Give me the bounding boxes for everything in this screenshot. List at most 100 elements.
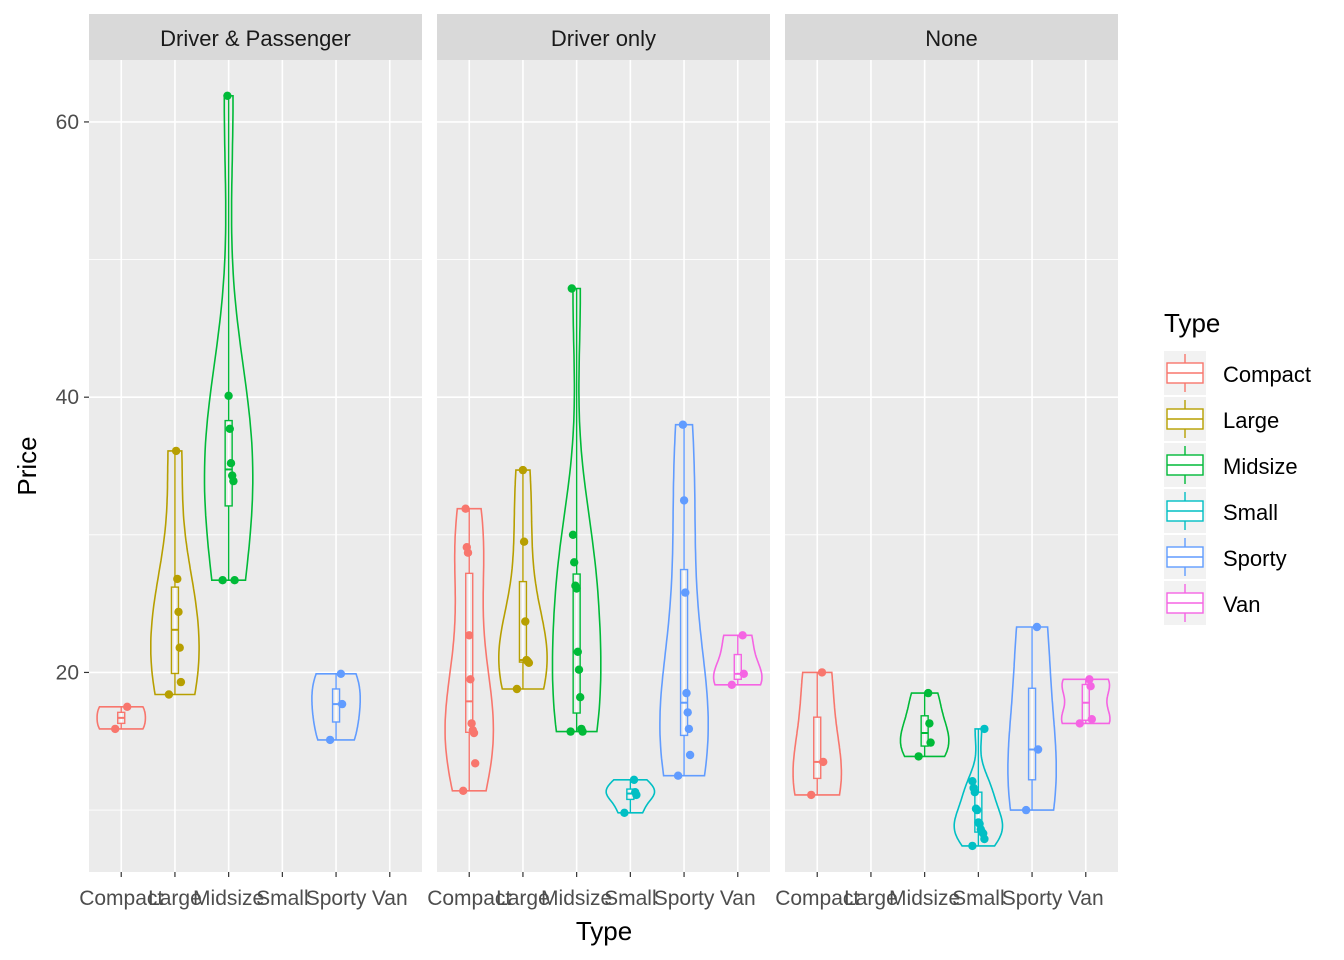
violin-group-compact [792,668,843,800]
data-point [123,702,132,711]
legend-entry-large: Large [1164,397,1279,441]
data-point [819,757,828,767]
data-point [925,719,934,728]
data-point [1021,805,1031,815]
box-iqr [733,653,742,681]
x-tick-label: Compact [427,887,511,910]
data-point [521,617,530,626]
panel-background [437,60,770,872]
violin-group-sporty [1007,622,1057,815]
data-point [175,643,184,652]
data-point [218,576,227,585]
violin-compact [96,705,147,730]
violin-group-van [712,631,763,689]
data-point [336,669,346,678]
facet-strip [89,14,422,60]
data-point [176,677,186,687]
data-point [968,777,977,786]
data-point [224,391,233,400]
data-point [971,804,981,813]
x-tick-label: Compact [79,887,163,910]
facet-strip-label: Driver only [551,26,656,51]
data-point [684,724,694,734]
x-tick-label: Van [372,887,408,910]
data-point [681,588,690,597]
data-point [171,446,181,456]
data-point [678,420,688,429]
data-point [631,788,640,797]
data-point [817,668,827,677]
x-tick-label: Large [844,887,898,910]
data-point [570,558,579,567]
data-point [679,496,689,505]
box-iqr [1027,687,1037,781]
violin-group-sporty [659,420,710,780]
x-tick-label: Midsize [541,887,612,910]
y-tick-label: 20 [56,661,79,684]
data-point [519,537,529,546]
legend-label: Large [1223,408,1279,433]
x-tick-label: Sporty [306,887,367,910]
data-point [512,684,522,694]
data-point [577,724,586,734]
facets-layer: Driver & PassengerCompactLargeMidsizeSma… [56,14,1118,910]
legend-entry-van: Van [1164,581,1261,625]
violin-small [605,778,656,814]
legend: Type Compact Large Midsize Small Sporty Van [1164,308,1311,625]
x-tick-label: Small [604,887,657,910]
data-point [230,576,239,585]
data-point [573,647,582,656]
violin-group-compact [96,702,147,734]
violin-group-small [605,775,656,817]
data-point [111,724,120,734]
data-point [673,771,683,780]
violin-small [953,728,1004,847]
violin-compact [444,507,495,792]
box-iqr [679,568,689,737]
violin-group-midsize [203,91,254,585]
legend-label: Van [1223,592,1261,617]
data-point [164,690,174,699]
y-axis-title: Price [12,436,42,495]
facet-strip [785,14,1118,60]
data-point [228,471,237,480]
data-point [223,91,232,101]
data-point [968,841,977,851]
data-point [568,530,578,539]
y-tick-label: 60 [56,111,79,134]
data-point [629,775,639,784]
data-point [1086,682,1095,691]
data-point [727,680,736,689]
violin-sporty [659,423,710,777]
legend-label: Sporty [1223,546,1287,571]
data-point [974,818,983,827]
violin-sporty [1007,626,1057,811]
legend-title: Type [1164,308,1220,338]
x-tick-label: Large [496,887,550,910]
x-axis-title: Type [576,916,632,946]
facet-driver-only: Driver only CompactLargeMidsizeSmallSport… [427,14,770,910]
data-point [924,688,933,698]
data-point [620,808,629,817]
data-point [980,724,989,734]
violin-group-large [150,446,200,699]
facet-strip [437,14,770,60]
data-point [467,719,476,728]
data-point [466,675,475,684]
violin-midsize [899,692,950,758]
legend-label: Compact [1223,362,1311,387]
violin-large [497,469,548,690]
legend-label: Midsize [1223,454,1298,479]
legend-entry-midsize: Midsize [1164,443,1298,487]
data-point [522,655,531,665]
legend-label: Small [1223,500,1278,525]
data-point [576,693,585,702]
facet-strip-label: None [925,26,978,51]
violin-group-large [497,465,548,694]
violin-compact [792,671,843,796]
violin-group-midsize [551,284,602,736]
violin-group-midsize [899,688,950,761]
legend-entry-small: Small [1164,489,1278,533]
